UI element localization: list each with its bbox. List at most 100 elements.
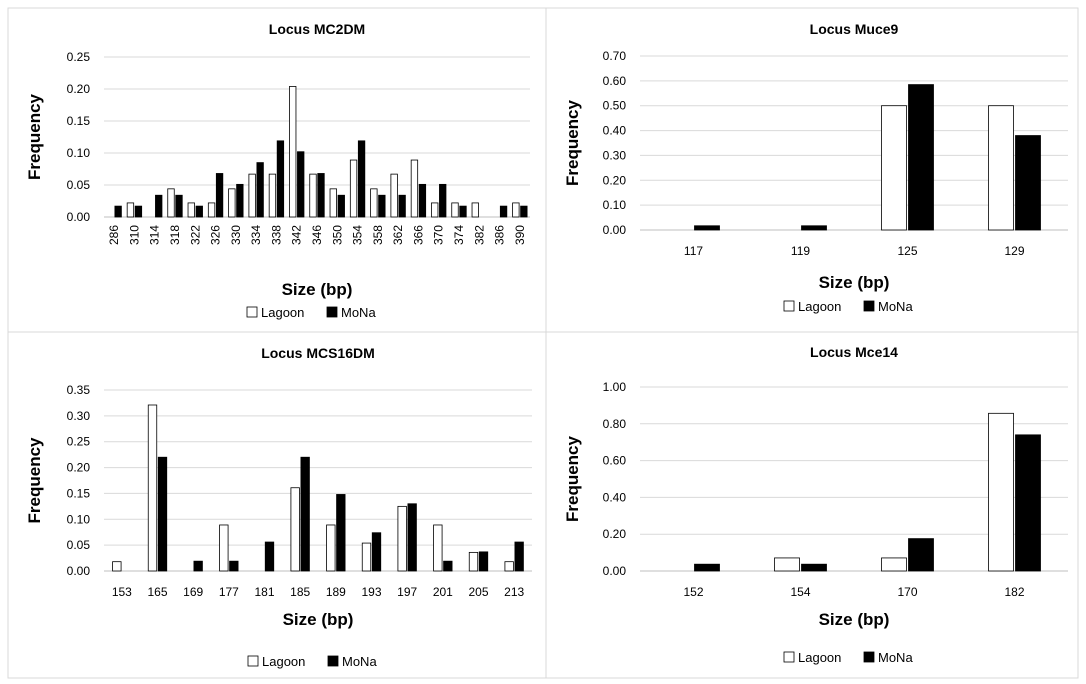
x-tick-label: 165 — [147, 585, 167, 599]
x-axis-title: Size (bp) — [819, 610, 890, 629]
bar-lagoon — [512, 202, 520, 218]
y-tick-label: 0.10 — [67, 512, 91, 526]
bar-lagoon — [410, 159, 419, 218]
legend-swatch-mona — [327, 655, 339, 667]
y-tick-label: 0.50 — [603, 99, 627, 113]
bar-mona — [407, 503, 417, 572]
legend-label-mona: MoNa — [341, 305, 376, 320]
y-tick-label: 0.20 — [603, 173, 627, 187]
x-axis-title: Size (bp) — [283, 610, 354, 629]
y-tick-label: 0.60 — [603, 454, 627, 468]
x-tick-label: 370 — [432, 225, 446, 245]
bar-lagoon — [390, 173, 398, 218]
chart-panel-2: Locus Muce9 0.00 0.10 0.20 0.30 0.40 0.50 0.60 0… — [545, 7, 1079, 333]
x-tick-label: 154 — [790, 585, 810, 599]
y-tick-label: 0.35 — [67, 383, 91, 397]
bar-mona — [155, 194, 163, 218]
x-tick-label: 181 — [254, 585, 274, 599]
legend-label-lagoon: Lagoon — [798, 650, 841, 665]
legend-label-mona: MoNa — [878, 650, 913, 665]
chart-title: Locus MC2DM — [269, 21, 365, 37]
x-tick-label: 197 — [397, 585, 417, 599]
bar-lagoon — [504, 561, 514, 572]
y-tick-label: 0.10 — [603, 198, 627, 212]
y-tick-label: 0.25 — [67, 435, 91, 449]
x-axis-title: Size (bp) — [282, 280, 353, 299]
x-tick-label: 362 — [391, 225, 405, 245]
y-tick-label: 0.25 — [67, 50, 91, 64]
chart-panel-4: Locus Mce14 0.00 0.20 0.40 0.60 0.80 1.00 152 15… — [545, 331, 1079, 679]
legend-label-mona: MoNa — [878, 299, 913, 314]
x-tick-label: 182 — [1004, 585, 1024, 599]
x-tick-label: 334 — [249, 225, 263, 245]
bar-lagoon — [370, 188, 378, 218]
bar-mona — [264, 541, 275, 572]
bar-mona — [694, 225, 720, 231]
x-tick-label: 152 — [683, 585, 703, 599]
y-tick-label: 0.00 — [603, 223, 627, 237]
y-tick-label: 0.60 — [603, 74, 627, 88]
y-axis-title: Frequency — [25, 437, 44, 524]
bar-lagoon — [988, 105, 1014, 231]
bar-mona — [439, 183, 447, 218]
y-tick-label: 0.40 — [603, 490, 627, 504]
bar-mona — [908, 84, 934, 231]
x-tick-label: 169 — [183, 585, 203, 599]
bar-lagoon — [471, 202, 479, 218]
x-tick-label: 205 — [468, 585, 488, 599]
legend-swatch-lagoon — [783, 300, 795, 312]
bar-lagoon — [207, 202, 216, 218]
legend-label-mona: MoNa — [342, 654, 377, 669]
bar-mona — [418, 183, 427, 218]
x-tick-label: 330 — [229, 225, 243, 245]
bar-lagoon — [167, 188, 175, 218]
chart-title: Locus MCS16DM — [261, 345, 375, 361]
y-axis-title: Frequency — [563, 435, 582, 522]
bar-lagoon — [988, 412, 1014, 572]
x-tick-label: 346 — [310, 225, 324, 245]
bar-lagoon — [326, 524, 336, 572]
bar-lagoon — [248, 173, 256, 218]
bar-lagoon — [774, 557, 800, 572]
legend-label-lagoon: Lagoon — [798, 299, 841, 314]
bar-lagoon — [309, 173, 317, 218]
y-tick-label: 1.00 — [603, 380, 627, 394]
bar-mona — [317, 173, 325, 218]
y-axis-title: Frequency — [25, 93, 44, 180]
bar-mona — [297, 151, 305, 218]
bar-lagoon — [433, 524, 443, 572]
bar-mona — [229, 560, 239, 572]
bar-mona — [193, 560, 203, 572]
x-tick-label: 153 — [112, 585, 132, 599]
bar-mona — [357, 140, 366, 218]
bar-mona — [276, 140, 285, 218]
y-tick-label: 0.00 — [67, 210, 91, 224]
bar-lagoon — [268, 173, 277, 218]
bar-mona — [300, 456, 310, 572]
bar-lagoon — [187, 202, 195, 218]
bar-lagoon — [361, 542, 372, 572]
bar-lagoon — [329, 188, 337, 218]
y-tick-label: 0.00 — [603, 564, 627, 578]
bar-mona — [801, 225, 827, 231]
x-tick-label: 382 — [472, 225, 486, 245]
bar-mona — [378, 194, 386, 218]
x-tick-label: 201 — [433, 585, 453, 599]
bar-lagoon — [881, 557, 907, 572]
bar-mona — [236, 183, 244, 218]
bar-mona — [520, 205, 528, 218]
bar-mona — [1015, 135, 1041, 231]
bar-mona — [215, 173, 224, 218]
x-tick-label: 213 — [504, 585, 524, 599]
x-tick-label: 119 — [791, 244, 810, 258]
bar-mona — [134, 205, 143, 218]
x-axis-title: Size (bp) — [819, 273, 890, 292]
bar-lagoon — [451, 202, 459, 218]
legend-label-lagoon: Lagoon — [262, 654, 305, 669]
y-tick-label: 0.70 — [603, 49, 627, 63]
bar-mona — [694, 563, 720, 572]
bar-lagoon — [468, 551, 479, 572]
y-tick-label: 0.10 — [67, 146, 91, 160]
x-tick-label: 314 — [148, 225, 162, 245]
